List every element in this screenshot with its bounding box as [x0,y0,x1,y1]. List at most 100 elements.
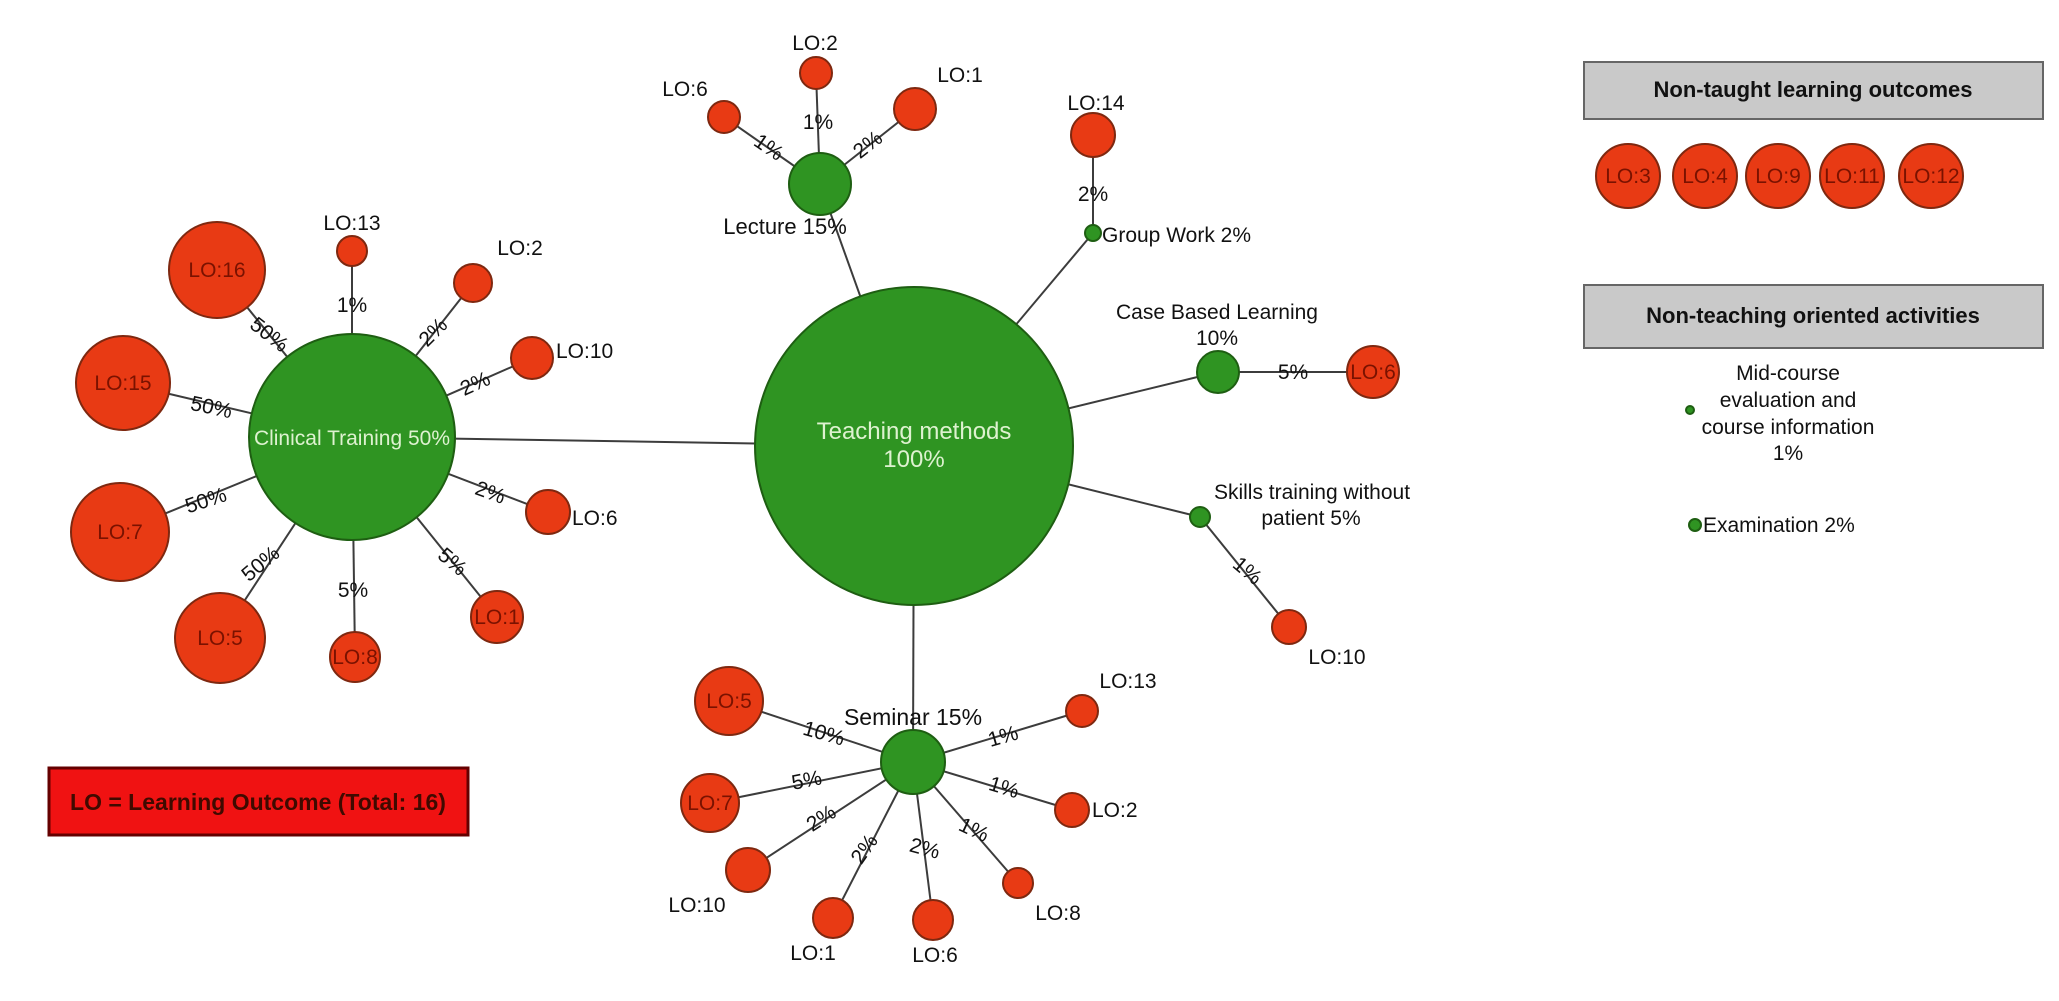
mid-course-line1: Mid-course [1736,362,1840,385]
nodes [70,56,1400,941]
clinical-lo8-label: LO:8 [332,646,378,669]
node-clinical-lo5 [174,592,266,684]
seminar-lo2-pct: 1% [986,772,1022,803]
node-lecture-lo2 [799,56,833,90]
node-mid-course-dot [1685,405,1695,415]
nontaught-lo4-label: LO:4 [1682,165,1728,188]
nontaught-lo9-label: LO:9 [1755,165,1801,188]
mid-course-line4: 1% [1773,442,1803,465]
seminar-lo13-label: LO:13 [1099,670,1156,693]
edge-seminar-lo7 [709,761,914,804]
node-lecture-lo6 [707,100,741,134]
seminar-lo1-label: LO:1 [790,942,836,965]
node-seminar-lo2 [1054,792,1090,828]
seminar-lo8-label: LO:8 [1035,902,1081,925]
node-clinical-lo13 [336,235,368,267]
clinical-lo13-pct: 1% [337,294,367,317]
group-work-label: Group Work 2% [1102,224,1251,247]
node-clinical-lo16 [168,221,266,319]
node-nontaught-lo12 [1898,143,1964,209]
seminar-lo7-pct: 5% [790,766,824,794]
seminar-lo10-label: LO:10 [668,894,725,917]
cbl-lo6-pct: 5% [1278,361,1308,384]
nontaught-lo12-label: LO:12 [1902,165,1959,188]
skills-label-line2: patient 5% [1261,507,1360,530]
clinical-lo10-label: LO:10 [556,340,613,363]
note: LO = Learning Outcome (Total: 16) [47,766,470,837]
node-seminar-lo8 [1002,867,1034,899]
clinical-lo8-pct: 5% [338,579,368,602]
node-clinical-lo7 [70,482,170,582]
node-nontaught-lo3 [1595,143,1661,209]
cbl-lo6-label: LO:6 [1350,361,1396,384]
skills-label-line1: Skills training without [1214,481,1410,504]
teaching-methods-pct: 100% [883,446,944,473]
clinical-lo15-pct: 50% [188,392,234,423]
clinical-lo5-pct: 50% [237,542,284,587]
clinical-lo10-pct: 2% [457,367,494,400]
skills-lo10-label: LO:10 [1308,646,1365,669]
examination-label: Examination 2% [1703,514,1855,537]
node-clinical-lo8 [329,631,381,683]
node-seminar-lo6 [912,899,954,941]
seminar-lo5-label: LO:5 [706,690,752,713]
non-taught-header-box [1583,61,2044,120]
edge-skills-lo10 [1199,516,1290,628]
nontaught-lo3-label: LO:3 [1605,165,1651,188]
note-box [47,766,470,837]
node-seminar-lo7 [680,773,740,833]
clinical-lo1-pct: 5% [433,543,471,580]
node-groupwork-lo14 [1070,112,1116,158]
node-seminar-lo10 [725,847,771,893]
clinical-lo7-label: LO:7 [97,521,143,544]
clinical-lo2-pct: 2% [415,314,453,352]
lecture-lo2-label: LO:2 [792,32,838,55]
non-teaching-title: Non-teaching oriented activities [1646,303,1980,328]
seminar-lo6-pct: 2% [907,834,942,864]
node-nontaught-lo4 [1672,143,1738,209]
node-examination-dot [1688,518,1702,532]
groupwork-lo14-label: LO:14 [1067,92,1125,115]
teaching-methods-label: Teaching methods [817,418,1012,445]
node-seminar-lo5 [694,666,764,736]
seminar-lo7-label: LO:7 [687,792,733,815]
clinical-lo7-pct: 50% [182,483,229,518]
clinical-lo2-label: LO:2 [497,237,543,260]
groupwork-lo14-pct: 2% [1078,183,1108,206]
node-skills-training [1189,506,1211,528]
seminar-lo6-label: LO:6 [912,944,958,967]
node-seminar-lo13 [1065,694,1099,728]
clinical-lo16-pct: 50% [245,313,292,357]
non-taught-title: Non-taught learning outcomes [1654,77,1973,102]
non-teaching-header-box [1583,284,2044,349]
legend-non-taught: Non-taught learning outcomes LO:3 LO:4 L… [1583,61,2044,209]
node-lecture [788,152,852,216]
node-nontaught-lo9 [1745,143,1811,209]
cbl-label-line2: 10% [1196,327,1238,350]
lecture-label: Lecture 15% [723,214,847,239]
node-group-work [1084,224,1102,242]
mid-course-line2: evaluation and [1720,389,1857,412]
node-skills-lo10 [1271,609,1307,645]
node-teaching-methods [754,286,1074,606]
legend-non-teaching: Non-teaching oriented activities Mid-cou… [1583,284,2044,537]
node-labels: Teaching methods 100% Clinical Training … [94,32,1410,967]
clinical-lo6-pct: 2% [472,477,508,509]
note-label: LO = Learning Outcome (Total: 16) [70,789,446,815]
node-nontaught-lo11 [1819,143,1885,209]
nontaught-lo11-label: LO:11 [1824,165,1880,188]
lecture-lo2-pct: 1% [803,111,833,134]
seminar-lo1-pct: 2% [847,830,883,868]
lecture-lo6-pct: 1% [750,130,788,166]
node-clinical-lo15 [75,335,171,431]
seminar-label: Seminar 15% [844,704,982,730]
node-clinical-lo6 [525,489,571,535]
clinical-lo15-label: LO:15 [94,372,151,395]
seminar-lo13-pct: 1% [985,722,1021,752]
node-case-based-learning [1196,350,1240,394]
node-clinical-lo2 [453,263,493,303]
seminar-lo2-label: LO:2 [1092,799,1138,822]
node-clinical-training [248,333,456,541]
